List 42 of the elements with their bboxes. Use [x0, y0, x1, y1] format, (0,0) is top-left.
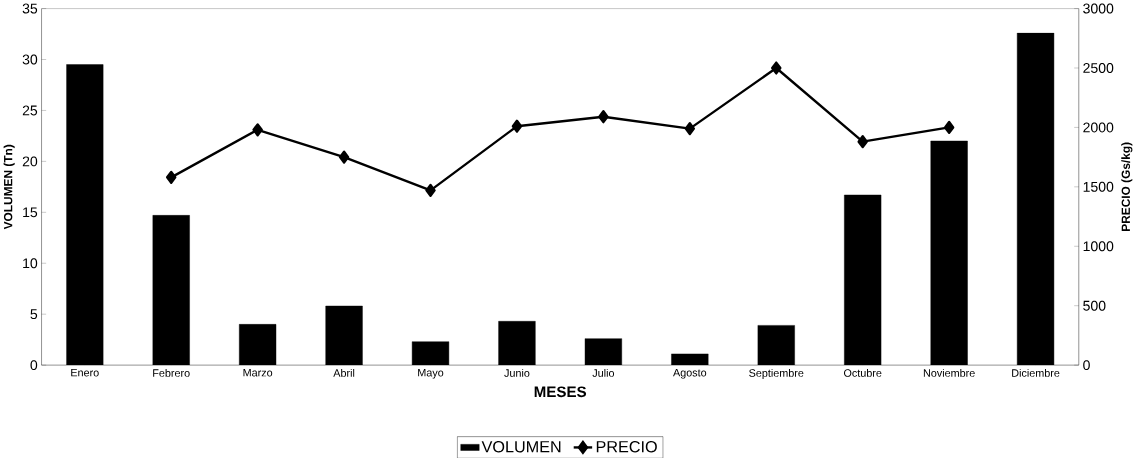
x-tick-label: Enero	[71, 368, 99, 377]
y2-axis-title: PRECIO (Gs/kg)	[1121, 142, 1133, 231]
point	[684, 121, 696, 135]
y2-tick-label: 1000	[1083, 241, 1114, 252]
x-tick-label: Noviembre	[923, 368, 975, 377]
y2-tick-label: 2500	[1083, 62, 1114, 73]
x-tick-label: Diciembre	[1012, 368, 1060, 377]
point	[338, 150, 350, 164]
y-tick-label: 35	[22, 3, 38, 14]
x-tick-label: Junio	[504, 368, 530, 377]
y-tick-label: 15	[23, 207, 38, 217]
point	[943, 120, 955, 134]
y-tick-label: 30	[22, 54, 38, 65]
y-tick-label: 0	[30, 359, 38, 370]
point	[511, 119, 523, 133]
point	[771, 61, 782, 75]
point	[165, 170, 177, 184]
y-tick-label: 25	[22, 105, 38, 116]
y2-tick-label: 0	[1083, 359, 1090, 370]
x-tick-label: Octubre	[843, 368, 882, 377]
y-tick-label: 5	[30, 309, 38, 319]
point	[857, 134, 868, 149]
x-tick-label: Febrero	[153, 368, 190, 377]
legend-label: VOLUMEN	[481, 440, 561, 453]
y2-tick-label: 500	[1083, 300, 1106, 311]
x-tick-label: Mayo	[418, 368, 444, 379]
y2-tick-label: 3000	[1083, 3, 1114, 14]
x-axis-title: MESES	[534, 386, 587, 397]
point	[252, 122, 263, 137]
y2-tick-label: 1500	[1083, 181, 1114, 192]
x-tick-label: Agosto	[673, 368, 707, 379]
y-axis-title: VOLUMEN (Tn)	[3, 144, 15, 230]
legend-label: PRECIO	[596, 440, 657, 453]
x-tick-label: Julio	[592, 368, 615, 377]
point	[425, 183, 436, 197]
y2-tick-label: 2000	[1083, 122, 1114, 133]
y-tick-label: 10	[23, 258, 38, 268]
point	[598, 109, 609, 124]
x-tick-label: Abril	[333, 368, 355, 377]
x-tick-label: Marzo	[243, 368, 273, 377]
y-tick-label: 20	[22, 156, 38, 167]
x-tick-label: Septiembre	[749, 368, 804, 379]
